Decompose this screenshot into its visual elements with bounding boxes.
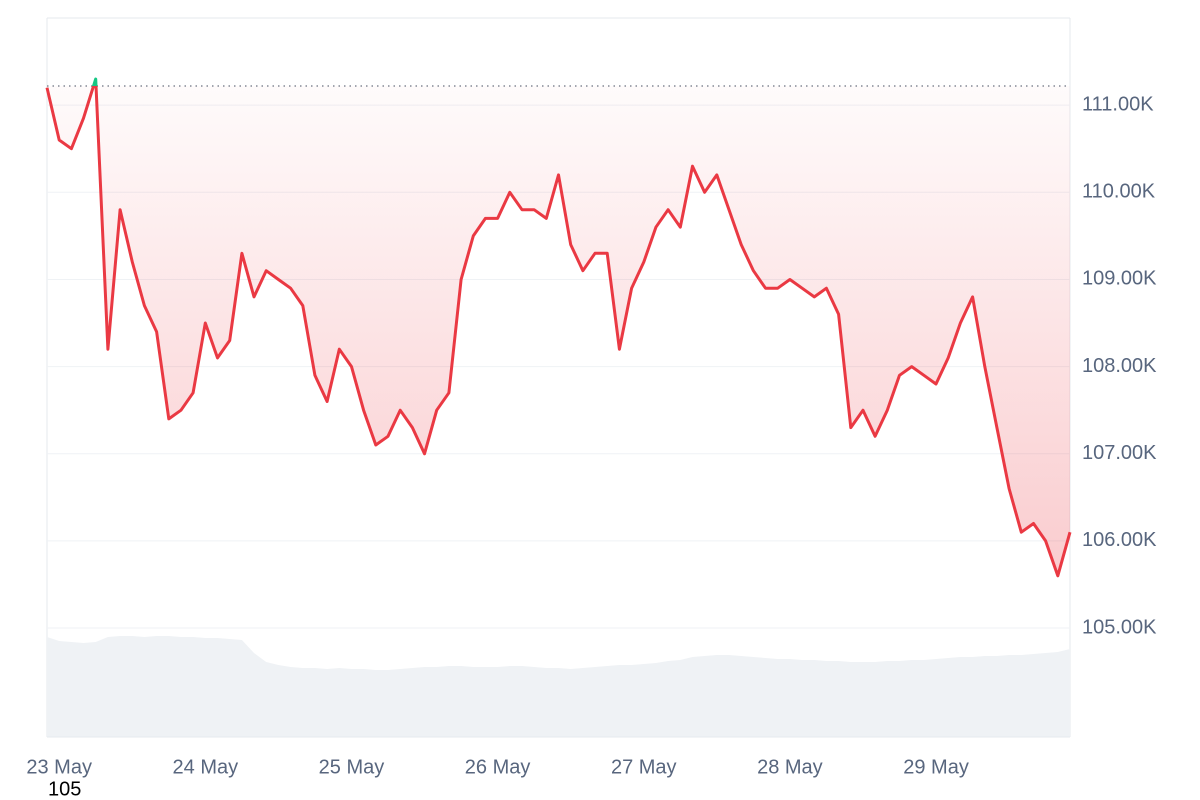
x-tick-label: 29 May <box>903 756 969 778</box>
fill-area <box>47 79 1070 576</box>
x-tick-label: 24 May <box>173 756 239 778</box>
y-tick-label: 108.00K <box>1082 355 1157 377</box>
y-tick-label: 110.00K <box>1082 181 1156 203</box>
y-tick-label: 107.00K <box>1082 442 1157 464</box>
x-tick-label: 23 May <box>26 756 92 778</box>
y-tick-label: 105.00K <box>1082 616 1157 638</box>
y-tick-label: 106.00K <box>1082 529 1157 551</box>
volume-area <box>47 636 1070 737</box>
y-tick-label: 109.00K <box>1082 268 1157 290</box>
footer-label: 105 <box>48 778 81 800</box>
x-tick-label: 27 May <box>611 756 677 778</box>
x-tick-label: 26 May <box>465 756 531 778</box>
price-line <box>45 77 1072 578</box>
x-tick-label: 25 May <box>319 756 385 778</box>
y-tick-label: 111.00K <box>1082 93 1154 115</box>
x-tick-label: 28 May <box>757 756 823 778</box>
